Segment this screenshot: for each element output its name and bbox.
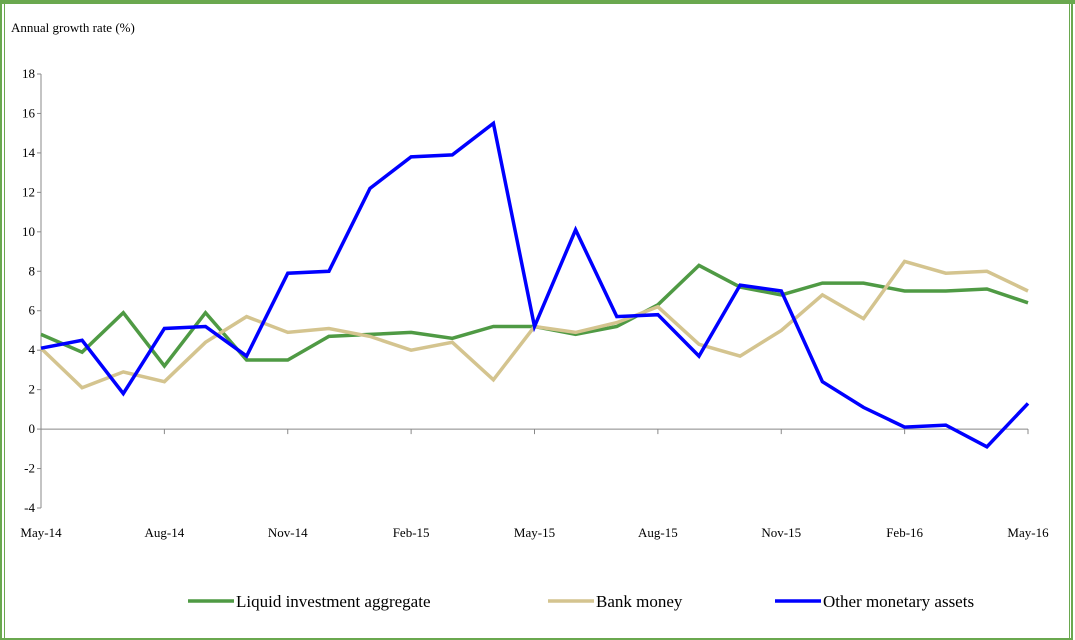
x-tick-label: May-15 — [514, 525, 555, 540]
x-tick-label: May-14 — [20, 525, 62, 540]
frame-top-bar — [0, 0, 1075, 4]
x-tick-label: May-16 — [1007, 525, 1049, 540]
x-tick-label: Aug-14 — [145, 525, 185, 540]
series-line-other-monetary-assets — [40, 120, 1030, 449]
axes: -4 -2 0 2 4 6 8 10 12 14 16 18 May-14 Aug-14 Nov-14 Feb… — [20, 66, 1049, 540]
y-tick-label: 12 — [22, 184, 35, 199]
legend: Liquid investment aggregate Bank money Oth… — [188, 592, 974, 611]
series-line-liquid-investment-aggregate — [40, 263, 1029, 369]
y-axis-label: Annual growth rate (%) — [11, 20, 135, 35]
y-tick-label: 8 — [29, 263, 36, 278]
x-tick-label: Feb-16 — [886, 525, 923, 540]
y-tick-label: -4 — [24, 500, 35, 515]
y-tick-label: -2 — [24, 461, 35, 476]
x-tick-label: Nov-15 — [761, 525, 801, 540]
x-tick-label: Aug-15 — [638, 525, 678, 540]
legend-item: Other monetary assets — [775, 592, 974, 611]
x-tick-label: Feb-15 — [393, 525, 430, 540]
y-tick-label: 2 — [29, 382, 36, 397]
x-tick-label: Nov-14 — [268, 525, 308, 540]
series-lines — [39, 120, 1030, 449]
y-tick-label: 0 — [29, 421, 36, 436]
y-tick-label: 4 — [29, 342, 36, 357]
legend-label: Bank money — [596, 592, 683, 611]
legend-label: Other monetary assets — [823, 592, 974, 611]
y-tick-label: 18 — [22, 66, 35, 81]
y-tick-label: 16 — [22, 105, 36, 120]
legend-item: Bank money — [548, 592, 683, 611]
y-tick-label: 10 — [22, 224, 35, 239]
y-tick-label: 14 — [22, 145, 36, 160]
legend-label: Liquid investment aggregate — [236, 592, 431, 611]
y-tick-label: 6 — [29, 303, 36, 318]
legend-item: Liquid investment aggregate — [188, 592, 431, 611]
